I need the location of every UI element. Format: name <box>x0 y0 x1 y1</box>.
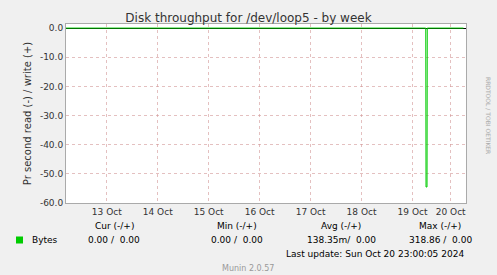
svg-text:-20.0: -20.0 <box>40 82 64 92</box>
svg-text:15 Oct: 15 Oct <box>194 207 224 217</box>
svg-text:-30.0: -30.0 <box>40 111 64 121</box>
svg-text:-60.0: -60.0 <box>40 198 64 208</box>
svg-text:Max (-/+): Max (-/+) <box>419 221 461 231</box>
svg-text:-40.0: -40.0 <box>40 140 64 150</box>
svg-text:13 Oct: 13 Oct <box>92 207 122 217</box>
svg-text:18 Oct: 18 Oct <box>347 207 377 217</box>
svg-text:Bytes: Bytes <box>32 235 58 245</box>
svg-text:0.00 / 0.00: 0.00 / 0.00 <box>211 235 263 245</box>
svg-text:14 Oct: 14 Oct <box>143 207 173 217</box>
svg-text:Last update: Sun Oct 20 23:00:: Last update: Sun Oct 20 23:00:05 2024 <box>286 249 464 259</box>
svg-text:0.0: 0.0 <box>49 23 64 33</box>
svg-text:19 Oct: 19 Oct <box>398 207 428 217</box>
svg-text:Disk throughput for /dev/loop5: Disk throughput for /dev/loop5 - by week <box>125 11 371 25</box>
svg-text:Min (-/+): Min (-/+) <box>217 221 257 231</box>
svg-text:Pr second read (-) / write (+): Pr second read (-) / write (+) <box>22 42 33 185</box>
svg-text:318.86 / 0.00: 318.86 / 0.00 <box>409 235 472 245</box>
svg-text:17 Oct: 17 Oct <box>296 207 326 217</box>
svg-text:138.35m/ 0.00: 138.35m/ 0.00 <box>307 235 376 245</box>
svg-text:Avg (-/+): Avg (-/+) <box>321 221 361 231</box>
svg-text:Cur (-/+): Cur (-/+) <box>95 221 134 231</box>
svg-text:-10.0: -10.0 <box>40 52 64 62</box>
svg-text:Munin 2.0.57: Munin 2.0.57 <box>222 264 274 273</box>
svg-text:RRDTOOL / TOBI OETIKER: RRDTOOL / TOBI OETIKER <box>485 77 492 154</box>
svg-text:20 Oct: 20 Oct <box>436 207 466 217</box>
svg-text:0.00 / 0.00: 0.00 / 0.00 <box>88 235 140 245</box>
svg-text:-50.0: -50.0 <box>40 169 64 179</box>
svg-text:16 Oct: 16 Oct <box>245 207 275 217</box>
